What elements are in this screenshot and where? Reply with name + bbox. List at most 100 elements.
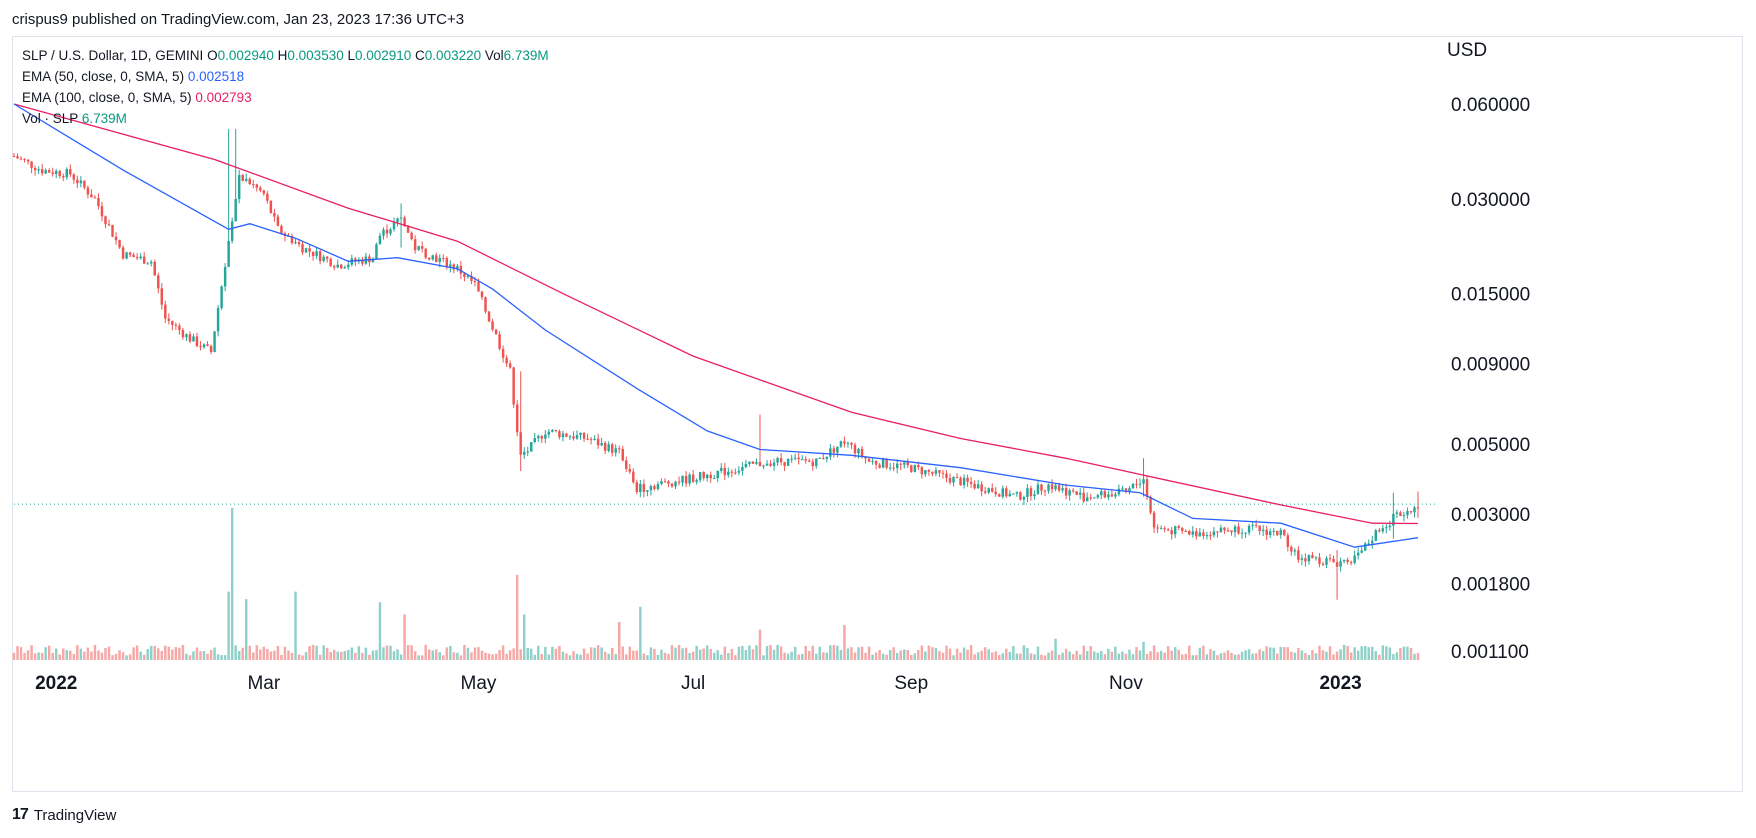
- volume-bar: [1078, 654, 1082, 660]
- candle-body: [829, 448, 832, 457]
- candle-body: [998, 494, 1001, 497]
- volume-bar: [618, 622, 621, 660]
- volume-bar: [1261, 651, 1265, 660]
- volume-bar: [843, 625, 846, 660]
- volume-bar: [1307, 655, 1311, 660]
- volume-bar: [558, 645, 561, 660]
- candle-body: [438, 257, 442, 263]
- candle-body: [54, 171, 58, 175]
- volume-bar: [1272, 647, 1275, 660]
- candle-body: [487, 311, 491, 322]
- candle-body: [1103, 491, 1107, 498]
- candle-body: [160, 288, 164, 305]
- volume-bar: [206, 653, 209, 660]
- volume-bar: [273, 650, 276, 660]
- volume-bar: [934, 647, 938, 660]
- price-tick-label: 0.015000: [1451, 285, 1530, 306]
- volume-bar: [167, 646, 171, 660]
- volume-bar: [811, 645, 814, 660]
- candle-body: [206, 344, 209, 346]
- volume-bar: [30, 645, 33, 660]
- volume-bar: [522, 614, 526, 660]
- time-tick-label: May: [461, 673, 497, 694]
- volume-bar: [860, 646, 864, 660]
- volume-bar: [1247, 649, 1251, 660]
- candle-body: [547, 431, 551, 435]
- candle-body: [90, 194, 93, 198]
- candle-body: [646, 490, 649, 492]
- time-tick-label: Jul: [681, 673, 705, 694]
- candle-body: [1145, 479, 1149, 497]
- candle-body: [259, 187, 262, 191]
- volume-bar: [361, 653, 364, 660]
- price-tick-label: 0.001100: [1451, 642, 1529, 663]
- volume-bar: [1371, 646, 1374, 660]
- candle-body: [477, 281, 480, 292]
- candle-body: [600, 442, 603, 446]
- volume-bar: [283, 646, 287, 660]
- volume-bar: [653, 648, 656, 660]
- legend-ema100-value: 0.002793: [195, 90, 252, 105]
- candle-body: [128, 252, 132, 255]
- volume-bar: [793, 646, 797, 660]
- candle-body: [681, 475, 684, 483]
- volume-bar: [1152, 645, 1156, 660]
- candle-body: [1297, 550, 1300, 560]
- candle-body: [424, 248, 427, 258]
- volume-bar: [596, 645, 600, 660]
- volume-bar: [822, 652, 825, 660]
- volume-bar: [846, 648, 850, 660]
- candle-body: [522, 451, 526, 455]
- volume-bar: [248, 645, 251, 660]
- volume-bar: [135, 645, 139, 660]
- candle-body: [874, 460, 878, 465]
- volume-bar: [1093, 651, 1096, 660]
- legend-l-key: L: [347, 48, 355, 63]
- candle-body: [1349, 562, 1353, 564]
- volume-bar: [297, 654, 301, 660]
- volume-bar: [1184, 653, 1187, 660]
- volume-bar: [185, 653, 188, 660]
- volume-bar: [491, 654, 494, 660]
- volume-bar: [1318, 645, 1321, 660]
- candle-body: [501, 348, 505, 358]
- legend-volume-row[interactable]: Vol · SLP 6.739M: [22, 108, 549, 129]
- candle-body: [1378, 530, 1381, 532]
- footer-brand[interactable]: 17 TradingView: [12, 806, 116, 824]
- candle-body: [399, 217, 403, 219]
- candle-body: [1086, 497, 1089, 502]
- candle-body: [1107, 494, 1110, 498]
- candle-body: [294, 242, 297, 244]
- volume-bar: [304, 652, 308, 660]
- volume-bar: [1061, 652, 1064, 660]
- candle-body: [846, 442, 850, 444]
- legend-ema100-row[interactable]: EMA (100, close, 0, SMA, 5) 0.002793: [22, 87, 549, 108]
- chart-frame: [12, 36, 1743, 792]
- volume-bar: [19, 647, 23, 660]
- candle-body: [568, 436, 572, 438]
- volume-bar: [371, 650, 375, 660]
- volume-bar: [1096, 652, 1100, 660]
- candle-body: [857, 448, 860, 454]
- volume-bar: [663, 652, 667, 660]
- legend-symbol[interactable]: SLP / U.S. Dollar, 1D, GEMINI: [22, 48, 204, 63]
- volume-bar: [998, 655, 1001, 660]
- candle-body: [248, 178, 251, 185]
- candle-body: [392, 222, 396, 230]
- volume-bar: [245, 599, 248, 660]
- candle-body: [737, 470, 741, 473]
- candle-body: [1022, 497, 1026, 500]
- volume-bar: [413, 651, 417, 660]
- volume-bar: [1145, 654, 1149, 660]
- volume-bar: [1363, 646, 1367, 660]
- volume-bar: [1360, 646, 1363, 660]
- candle-body: [121, 247, 125, 259]
- volume-bar: [1177, 649, 1180, 660]
- volume-bar: [385, 645, 389, 660]
- volume-bar: [26, 650, 30, 660]
- legend-ema50-row[interactable]: EMA (50, close, 0, SMA, 5) 0.002518: [22, 66, 549, 87]
- candle-body: [1363, 543, 1367, 551]
- candle-body: [1089, 497, 1092, 499]
- candle-body: [491, 321, 494, 330]
